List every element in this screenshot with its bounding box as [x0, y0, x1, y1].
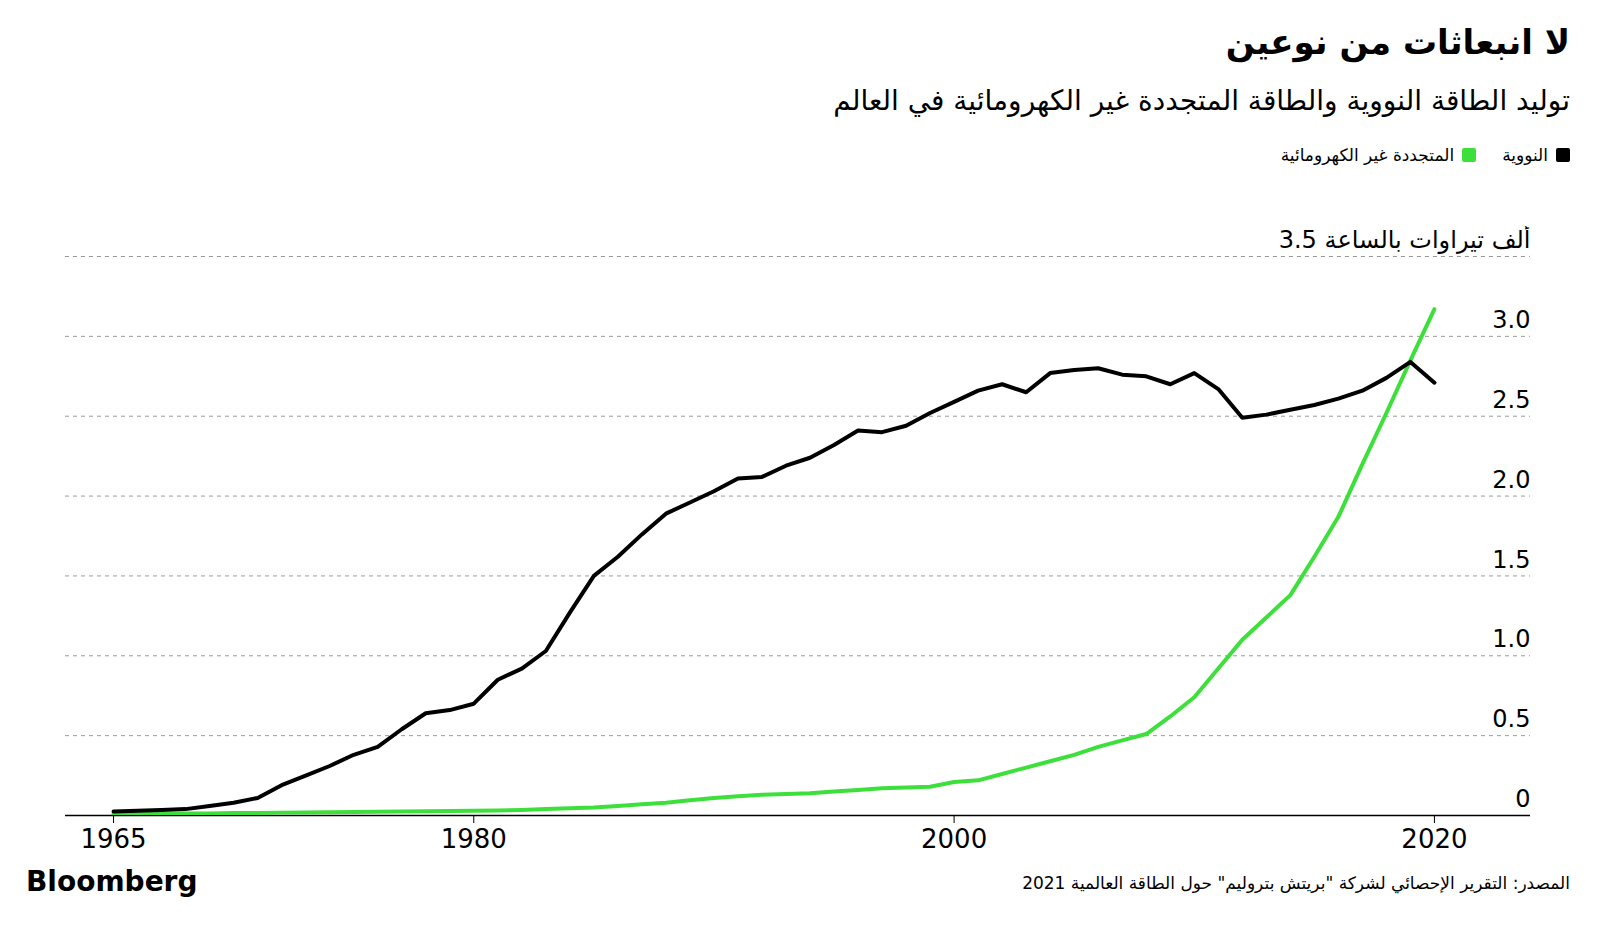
html-text:المتجددة غير الكهرومائية: المتجددة غير الكهرومائية [1280, 145, 1455, 165]
html-text:لا انبعاثات من نوعين: لا انبعاثات من نوعين [1225, 22, 1570, 62]
html-text:Bloomberg: Bloomberg [26, 865, 198, 898]
svg-text:1.5: 1.5 [1492, 546, 1530, 574]
svg-text:2000: 2000 [921, 824, 987, 854]
svg-text:1980: 1980 [441, 824, 507, 854]
svg-text:1.0: 1.0 [1492, 625, 1530, 653]
svg-text:2020: 2020 [1401, 824, 1467, 854]
svg-text:2.5: 2.5 [1492, 386, 1530, 414]
svg-text:0: 0 [1515, 785, 1530, 813]
html-text:المصدر: التقرير الإحصائي لشركة: المصدر: التقرير الإحصائي لشركة "بريتش بت… [1022, 873, 1570, 893]
svg-text:2.0: 2.0 [1492, 466, 1530, 494]
svg-text:3.0: 3.0 [1492, 306, 1530, 334]
svg-text:3.5 ألف تيراوات بالساعة: 3.5 ألف تيراوات بالساعة [1279, 226, 1531, 254]
svg-text:1965: 1965 [80, 824, 146, 854]
svg-text:0.5: 0.5 [1492, 705, 1530, 733]
html-text:النووية: النووية [1502, 145, 1548, 165]
html-text:توليد الطاقة النووية والطاقة ا: توليد الطاقة النووية والطاقة المتجددة غي… [833, 84, 1570, 117]
